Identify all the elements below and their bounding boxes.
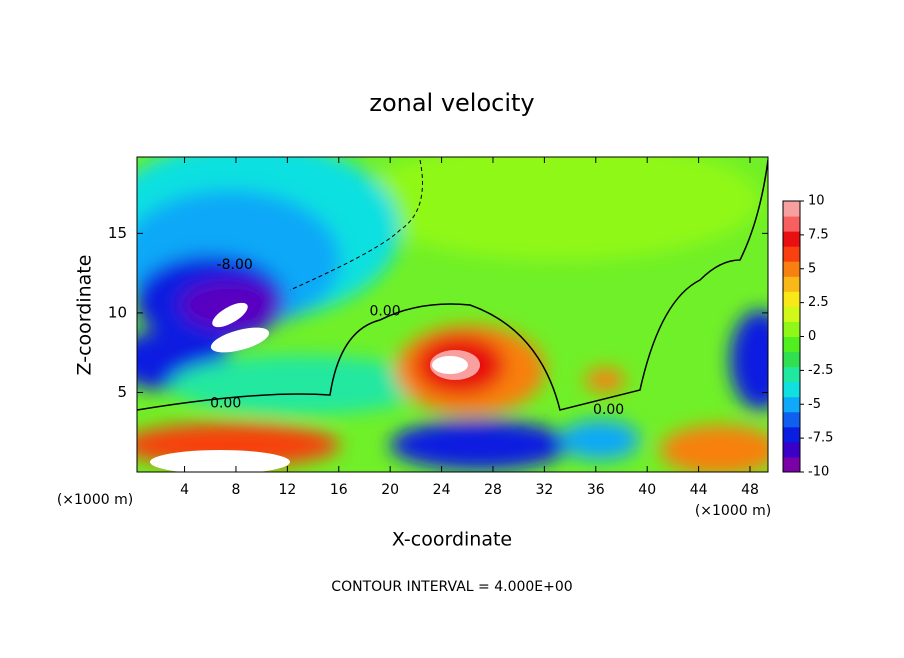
x-tick-label: 36 xyxy=(587,482,605,498)
x-tick-label: 48 xyxy=(741,482,759,498)
x-tick-label: 8 xyxy=(231,482,240,498)
contour-label: 0.00 xyxy=(210,396,241,412)
colorbar-swatch xyxy=(783,291,800,307)
y-axis-label: Z-coordinate xyxy=(74,255,96,376)
y-tick-label: 15 xyxy=(108,224,127,242)
x-unit-label: (×1000 m) xyxy=(695,503,771,519)
colorbar-swatch xyxy=(783,321,800,337)
colorbar-swatch xyxy=(783,336,800,353)
colorbar-swatch xyxy=(783,216,800,232)
colorbar-tick-label: -2.5 xyxy=(808,363,833,378)
colorbar-swatch xyxy=(783,426,800,443)
colorbar-swatch xyxy=(783,381,800,398)
contour-label: -8.00 xyxy=(217,257,253,273)
colorbar-swatch xyxy=(783,276,800,292)
colorbar-tick-label: 10 xyxy=(808,194,825,209)
x-tick-label: 44 xyxy=(690,482,708,498)
colorbar-swatch xyxy=(783,306,800,322)
colorbar-swatch xyxy=(783,411,800,428)
colorbar-tick-label: 5 xyxy=(808,261,816,276)
plot-frame xyxy=(136,156,769,473)
colorbar-tick-label: -5 xyxy=(808,397,821,412)
colorbar-swatch xyxy=(783,441,800,458)
x-tick-label: 28 xyxy=(484,482,502,498)
colorbar-tick-label: 2.5 xyxy=(808,295,829,310)
x-unit-label: (×1000 m) xyxy=(57,492,133,508)
y-tick-label: 5 xyxy=(117,383,127,401)
x-tick-label: 16 xyxy=(330,482,348,498)
colorbar-tick-label: 7.5 xyxy=(808,227,829,242)
x-tick-label: 32 xyxy=(535,482,553,498)
colorbar-tick-label: 0 xyxy=(808,329,816,344)
colorbar-tick-label: -7.5 xyxy=(808,431,833,446)
y-tick-label: 10 xyxy=(108,303,127,321)
field xyxy=(137,157,768,472)
x-tick-label: 24 xyxy=(433,482,451,498)
colorbar-swatch xyxy=(783,366,800,383)
colorbar-swatch xyxy=(783,261,800,277)
colorbar-swatch xyxy=(783,246,800,262)
colorbar-swatch xyxy=(783,396,800,413)
colorbar-swatch xyxy=(783,351,800,368)
contour-label: 0.00 xyxy=(369,303,400,319)
colorbar-swatch xyxy=(783,201,800,217)
x-axis-label: X-coordinate xyxy=(392,529,512,551)
colorbar-tick-label: -10 xyxy=(808,465,829,480)
x-tick-label: 12 xyxy=(278,482,296,498)
footer: CONTOUR INTERVAL = 4.000E+00 xyxy=(331,579,572,595)
x-tick-label: 20 xyxy=(381,482,399,498)
chart-title: zonal velocity xyxy=(369,89,534,117)
colorbar-swatch xyxy=(783,456,800,473)
x-tick-label: 40 xyxy=(638,482,656,498)
x-tick-label: 4 xyxy=(180,482,189,498)
colorbar-swatch xyxy=(783,231,800,247)
contour-label: 0.00 xyxy=(593,402,624,418)
